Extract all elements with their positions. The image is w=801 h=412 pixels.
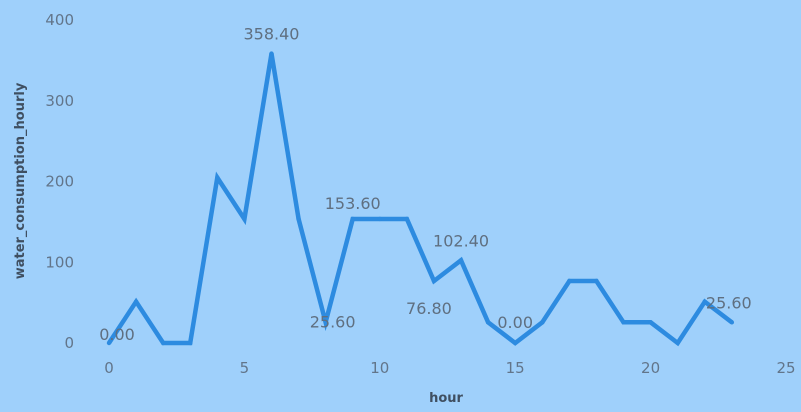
y-tick-label: 400 <box>45 11 74 29</box>
y-axis-ticks: 0 100 200 300 400 <box>45 11 74 352</box>
data-point <box>621 320 626 325</box>
data-point <box>675 340 680 346</box>
data-point <box>242 216 247 222</box>
series-layer <box>106 51 735 347</box>
data-point <box>106 340 112 346</box>
data-label: 0.00 <box>99 325 135 344</box>
data-point <box>133 299 139 304</box>
data-point <box>485 320 491 325</box>
data-label: 25.60 <box>706 293 752 312</box>
data-point <box>431 278 437 284</box>
data-point <box>567 278 572 284</box>
data-point <box>160 340 166 346</box>
data-point <box>269 51 274 56</box>
data-point <box>729 320 735 325</box>
data-point <box>540 320 545 325</box>
data-point <box>350 216 355 222</box>
data-point <box>188 340 193 346</box>
data-point <box>377 216 382 222</box>
data-label: 153.60 <box>325 194 381 213</box>
x-tick-label: 15 <box>506 359 525 377</box>
data-point <box>594 278 599 284</box>
data-point <box>296 216 301 222</box>
data-point <box>404 216 410 222</box>
y-tick-label: 100 <box>45 253 74 271</box>
y-axis-title: water_consumption_hourly <box>13 82 28 279</box>
y-tick-label: 0 <box>64 334 74 352</box>
x-axis-title: hour <box>429 391 463 406</box>
data-point <box>513 340 518 346</box>
data-point <box>323 320 328 325</box>
x-tick-label: 0 <box>104 359 114 377</box>
x-axis-ticks: 0 5 10 15 20 25 <box>104 359 795 377</box>
data-point <box>215 175 220 180</box>
data-label: 102.40 <box>433 231 489 250</box>
x-tick-label: 25 <box>776 359 795 377</box>
y-tick-label: 200 <box>45 173 74 191</box>
data-point <box>458 258 464 263</box>
data-label: 76.80 <box>406 299 452 318</box>
data-label: 0.00 <box>497 313 533 332</box>
data-point <box>702 299 707 304</box>
data-labels: 0.00 358.40 25.60 153.60 76.80 102.40 0.00 25.6… <box>99 25 752 344</box>
data-label: 25.60 <box>310 312 356 331</box>
data-point <box>648 320 653 325</box>
y-tick-label: 300 <box>45 92 74 110</box>
x-tick-label: 20 <box>641 359 660 377</box>
x-tick-label: 5 <box>240 359 250 377</box>
series-line <box>107 53 734 347</box>
data-label: 358.40 <box>243 25 299 44</box>
x-tick-label: 10 <box>370 359 389 377</box>
